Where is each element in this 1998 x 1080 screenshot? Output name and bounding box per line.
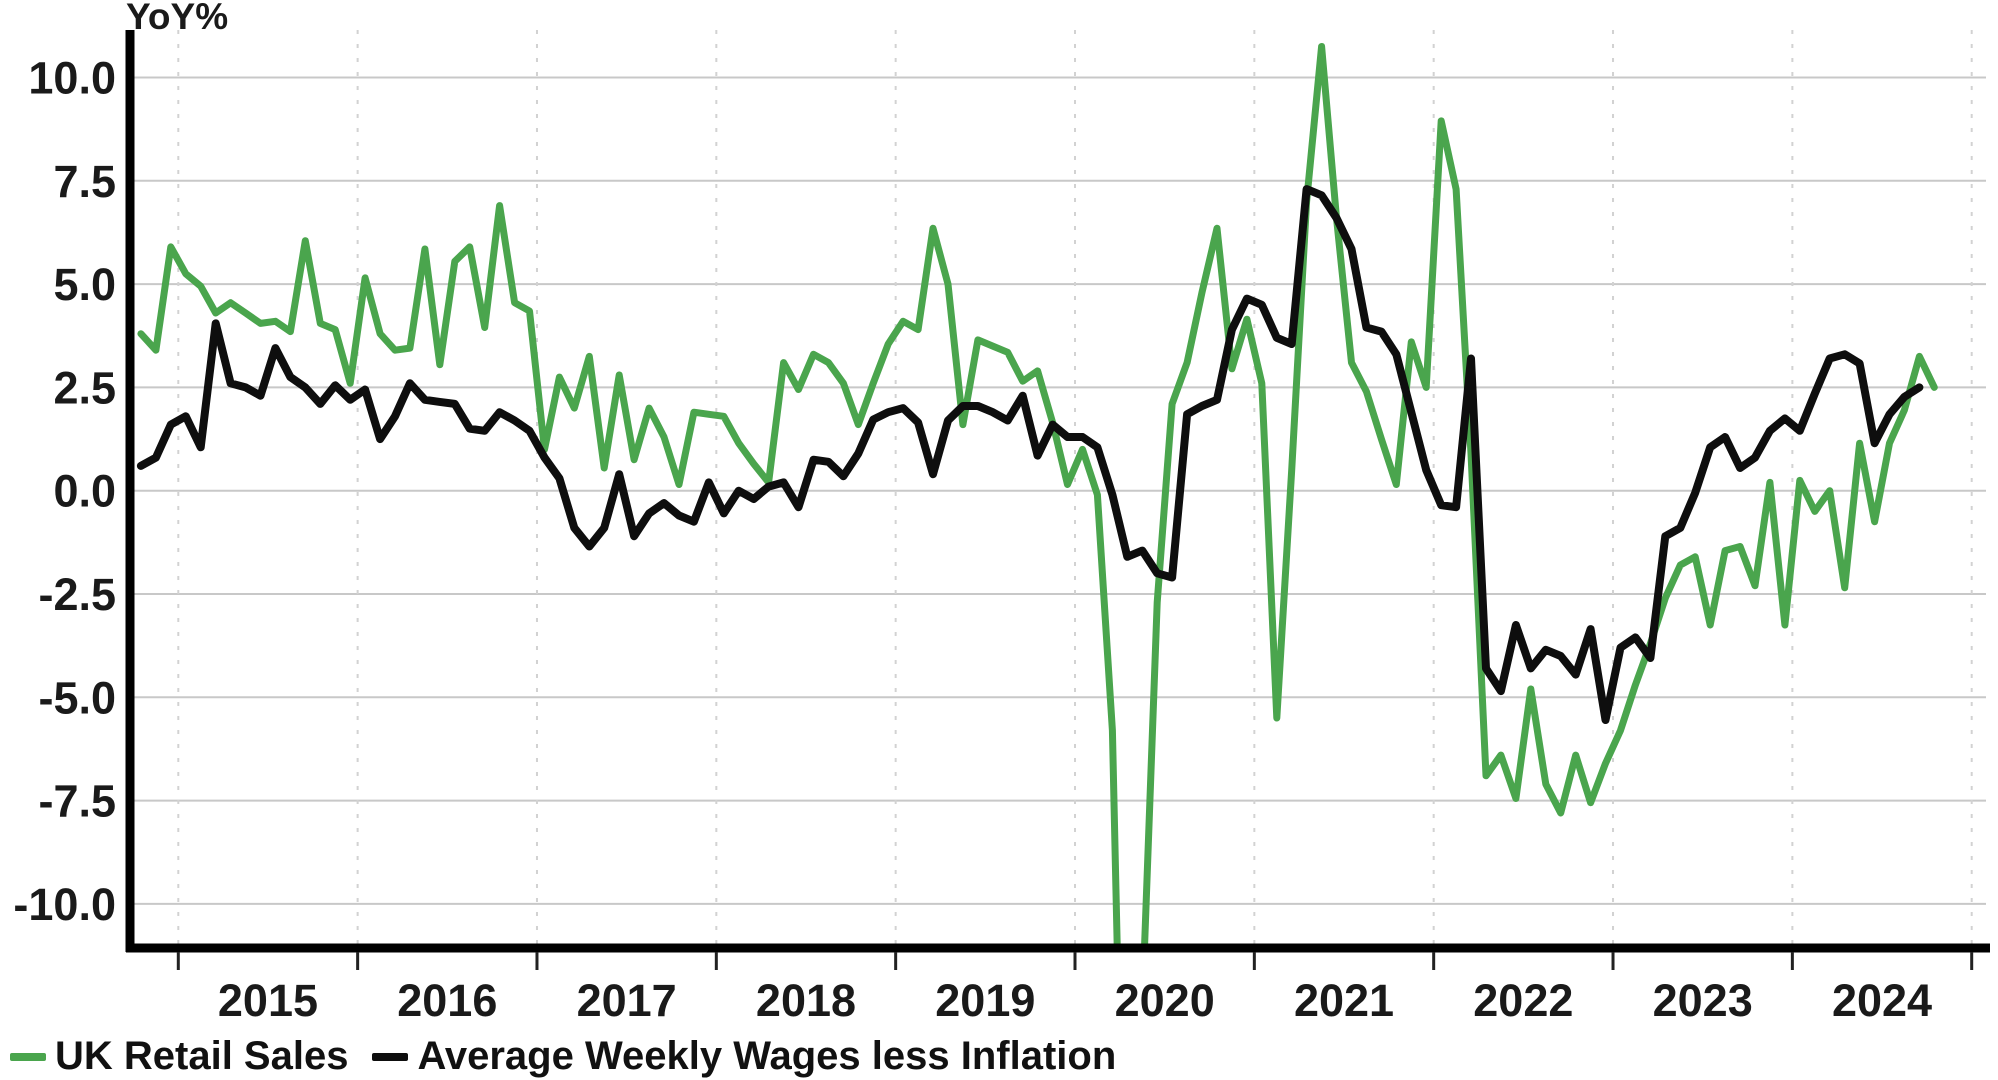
data-series-lines xyxy=(136,43,1938,948)
y-tick-label: 10.0 xyxy=(28,53,116,104)
y-tick-label: -7.5 xyxy=(38,776,116,827)
axes-spines xyxy=(125,30,1990,953)
line-chart: 10.07.55.02.50.0-2.5-5.0-7.5-10.0 2015 20… xyxy=(13,30,1990,1026)
legend-label-retail-sales: UK Retail Sales xyxy=(55,1034,349,1078)
x-tick-label-2017: 2017 xyxy=(577,975,677,1026)
x-tick-label-2018: 2018 xyxy=(756,975,856,1026)
y-tick-label: 0.0 xyxy=(53,466,116,517)
legend: UK Retail Sales Average Weekly Wages les… xyxy=(10,1034,1116,1079)
y-tick-label: 7.5 xyxy=(53,156,116,207)
x-tick-label-2019: 2019 xyxy=(935,975,1035,1026)
y-tick-label: -10.0 xyxy=(13,879,116,930)
x-tick-label-2016: 2016 xyxy=(397,975,497,1026)
vertical-dashed-gridlines xyxy=(177,30,1973,948)
x-tick-label-2020: 2020 xyxy=(1115,975,1215,1026)
x-tick-label-2021: 2021 xyxy=(1294,975,1394,1026)
wages-line-swatch xyxy=(372,1052,409,1061)
y-axis-tick-labels: 10.0 7.5 5.0 2.5 0.0 -2.5 -5.0 -7.5 -10.0 xyxy=(13,53,116,930)
x-tick-label-2023: 2023 xyxy=(1653,975,1753,1026)
legend-item-retail-sales: UK Retail Sales xyxy=(10,1034,348,1079)
x-axis-tick-marks xyxy=(176,952,1974,970)
horizontal-gridlines xyxy=(130,76,1986,905)
retail-sales-line-swatch xyxy=(10,1052,46,1061)
legend-item-wages: Average Weekly Wages less Inflation xyxy=(372,1034,1116,1079)
x-tick-label-2015: 2015 xyxy=(218,975,318,1026)
legend-label-wages: Average Weekly Wages less Inflation xyxy=(417,1034,1117,1078)
y-tick-label: -5.0 xyxy=(38,672,116,723)
y-tick-label: 2.5 xyxy=(53,362,116,413)
y-axis-title: YoY% xyxy=(126,0,229,37)
y-tick-label: -2.5 xyxy=(38,569,116,620)
x-tick-label-2024: 2024 xyxy=(1832,975,1932,1026)
x-axis-tick-labels: 2015 2016 2017 2018 2019 2020 2021 2022 2023 2024 xyxy=(218,975,1932,1026)
y-tick-label: 5.0 xyxy=(53,259,116,310)
x-tick-label-2022: 2022 xyxy=(1473,975,1573,1026)
